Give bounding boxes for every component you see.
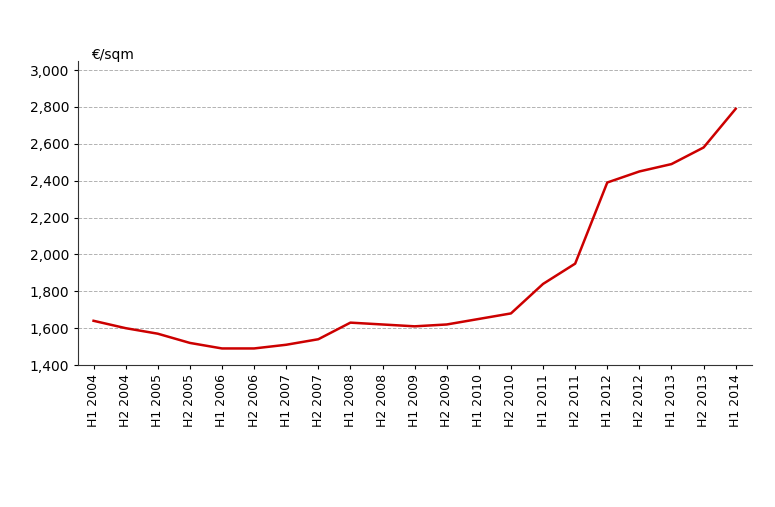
- Text: Development of purchase prices (Median in €/sqm): Development of purchase prices (Median i…: [9, 19, 611, 39]
- Text: €/sqm: €/sqm: [91, 48, 133, 62]
